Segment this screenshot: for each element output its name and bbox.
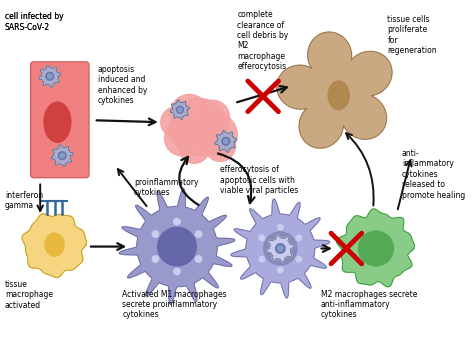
Text: apoptosis
induced and
enhanced by
cytokines: apoptosis induced and enhanced by cytoki… <box>98 65 147 105</box>
Circle shape <box>222 137 230 145</box>
Text: anti-
inflammatory
cytokines
released to
promote healing: anti- inflammatory cytokines released to… <box>402 149 465 199</box>
Circle shape <box>176 106 183 113</box>
Ellipse shape <box>328 81 349 110</box>
Circle shape <box>174 219 180 225</box>
Polygon shape <box>215 130 237 152</box>
Text: Activated M1 macrophages
secrete proinflammatory
cytokines: Activated M1 macrophages secrete proinfl… <box>122 290 227 320</box>
Circle shape <box>152 256 159 262</box>
Ellipse shape <box>45 233 64 256</box>
Circle shape <box>152 231 159 237</box>
Circle shape <box>259 256 264 262</box>
Circle shape <box>264 232 297 265</box>
Polygon shape <box>277 32 392 148</box>
Text: efferocytosis of
apoptotic cells with
viable viral particles: efferocytosis of apoptotic cells with vi… <box>220 165 298 195</box>
Circle shape <box>60 153 64 158</box>
Polygon shape <box>231 199 330 298</box>
Circle shape <box>47 74 52 78</box>
Circle shape <box>275 244 285 253</box>
Circle shape <box>195 114 237 156</box>
Circle shape <box>164 121 199 156</box>
Circle shape <box>58 152 66 160</box>
Circle shape <box>296 235 301 240</box>
FancyBboxPatch shape <box>31 62 89 178</box>
Polygon shape <box>39 65 61 87</box>
Circle shape <box>224 139 228 144</box>
Polygon shape <box>119 189 235 305</box>
Polygon shape <box>267 235 294 262</box>
Circle shape <box>195 256 202 262</box>
Text: M2 macrophages secrete
anti-inflammatory
cytokines: M2 macrophages secrete anti-inflammatory… <box>320 290 417 320</box>
Circle shape <box>259 235 264 240</box>
Polygon shape <box>22 214 86 278</box>
Circle shape <box>278 224 283 230</box>
Circle shape <box>195 100 229 135</box>
Text: interferon
gamma: interferon gamma <box>5 191 43 210</box>
Circle shape <box>161 107 191 137</box>
Text: proinflammatory
cytokines: proinflammatory cytokines <box>134 178 199 197</box>
Circle shape <box>178 108 182 112</box>
Polygon shape <box>51 145 73 167</box>
Circle shape <box>278 246 283 251</box>
Circle shape <box>179 133 210 163</box>
Circle shape <box>170 94 209 133</box>
Ellipse shape <box>44 102 71 142</box>
Circle shape <box>170 98 228 156</box>
Text: cell infected by
SARS-CoV-2: cell infected by SARS-CoV-2 <box>5 12 64 32</box>
Text: cell infected by
SARS-CoV-2: cell infected by SARS-CoV-2 <box>5 12 64 32</box>
Polygon shape <box>170 100 190 119</box>
Text: complete
clearance of
cell debris by
M2
macrophage
efferocytosis: complete clearance of cell debris by M2 … <box>237 10 289 71</box>
Circle shape <box>158 227 196 266</box>
Circle shape <box>174 268 180 275</box>
Circle shape <box>278 267 283 272</box>
Circle shape <box>296 256 301 262</box>
Circle shape <box>358 231 393 266</box>
Circle shape <box>195 231 202 237</box>
Text: tissue
macrophage
activated: tissue macrophage activated <box>5 280 53 310</box>
Circle shape <box>46 72 54 80</box>
Polygon shape <box>337 209 415 287</box>
Circle shape <box>205 131 236 161</box>
Text: tissue cells
proliferate
for
regeneration: tissue cells proliferate for regeneratio… <box>388 15 437 55</box>
